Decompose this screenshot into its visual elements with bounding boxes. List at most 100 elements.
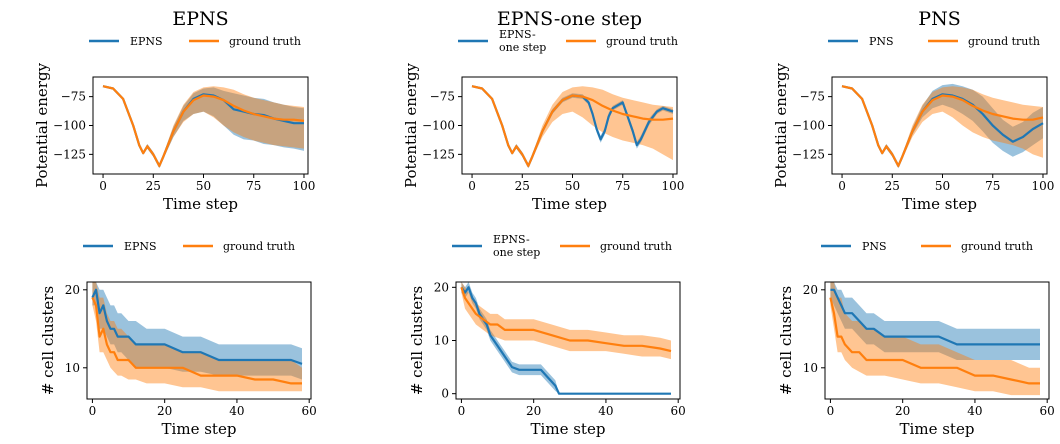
x-tick-label: 50 bbox=[565, 179, 580, 193]
y-tick-label: 20 bbox=[65, 283, 80, 297]
panel-clusters-epns: 0 20 40 60 10 20 Time step # cell clusters EPNS g… bbox=[39, 240, 317, 438]
legend: PNS ground truth bbox=[821, 240, 1033, 253]
y-tick-label: 10 bbox=[803, 361, 818, 375]
y-axis-label: Potential energy bbox=[772, 62, 790, 188]
y-tick-label: −125 bbox=[53, 147, 86, 161]
legend-label-truth: ground truth bbox=[961, 240, 1033, 253]
legend: EPNS-one step ground truth bbox=[452, 233, 672, 259]
x-tick-label: 50 bbox=[935, 179, 950, 193]
x-tick-label: 60 bbox=[302, 404, 317, 418]
panel-clusters-onestep: 0 20 40 60 0 10 20 Time step # cell clusters EPNS… bbox=[408, 233, 686, 438]
x-axis-label: Time step bbox=[902, 195, 977, 213]
x-tick-label: 75 bbox=[246, 179, 261, 193]
y-tick-label: −75 bbox=[800, 90, 825, 104]
x-tick-label: 20 bbox=[157, 404, 172, 418]
y-axis-label: # cell clusters bbox=[39, 286, 57, 395]
legend-label-truth: ground truth bbox=[223, 240, 295, 253]
uncertainty-band-truth bbox=[472, 86, 673, 169]
series-line-truth bbox=[91, 297, 302, 385]
panel-title: EPNS-one step bbox=[497, 8, 642, 30]
y-tick-label: −125 bbox=[792, 147, 825, 161]
x-tick-label: 100 bbox=[293, 179, 316, 193]
legend-label-model: EPNS- bbox=[493, 233, 530, 246]
x-tick-label: 75 bbox=[985, 179, 1000, 193]
x-tick-label: 20 bbox=[526, 404, 541, 418]
legend-label-model: EPNS- bbox=[499, 28, 536, 41]
uncertainty-band-model bbox=[103, 86, 304, 169]
x-tick-label: 50 bbox=[196, 179, 211, 193]
x-axis-label: Time step bbox=[162, 420, 237, 438]
y-tick-label: −100 bbox=[422, 119, 455, 133]
y-axis-label: Potential energy bbox=[33, 62, 51, 188]
axes-frame bbox=[86, 281, 312, 400]
legend: EPNS ground truth bbox=[89, 35, 301, 48]
y-tick-label: −100 bbox=[792, 119, 825, 133]
y-tick-label: −100 bbox=[53, 119, 86, 133]
legend: PNS ground truth bbox=[828, 35, 1040, 48]
x-axis-label: Time step bbox=[163, 195, 238, 213]
x-tick-label: 0 bbox=[99, 179, 107, 193]
panel-clusters-pns: 0 20 40 60 10 20 Time step # cell clusters PNS gr… bbox=[777, 240, 1055, 438]
x-tick-label: 0 bbox=[458, 404, 466, 418]
x-tick-label: 25 bbox=[885, 179, 900, 193]
x-tick-label: 40 bbox=[229, 404, 244, 418]
legend-label-model: PNS bbox=[862, 240, 887, 253]
legend: EPNS ground truth bbox=[83, 240, 295, 253]
series-line-truth bbox=[471, 85, 674, 167]
y-tick-label: −75 bbox=[430, 90, 455, 104]
uncertainty-band-truth bbox=[103, 86, 304, 169]
y-tick-label: 10 bbox=[434, 334, 449, 348]
uncertainty-band-model bbox=[461, 282, 671, 394]
x-axis-label: Time step bbox=[531, 420, 606, 438]
x-tick-label: 20 bbox=[895, 404, 910, 418]
x-tick-label: 40 bbox=[967, 404, 982, 418]
series-line-model bbox=[91, 288, 303, 365]
x-tick-label: 0 bbox=[89, 404, 97, 418]
legend-label-truth: ground truth bbox=[968, 35, 1040, 48]
uncertainty-band-truth bbox=[830, 282, 1040, 396]
series-line-truth bbox=[102, 85, 305, 167]
uncertainty-band-truth bbox=[92, 282, 303, 392]
x-tick-label: 100 bbox=[662, 179, 685, 193]
y-tick-label: 20 bbox=[803, 283, 818, 297]
legend-label-model: one step bbox=[499, 41, 546, 54]
series-line-model bbox=[460, 286, 671, 395]
series-line-model bbox=[830, 288, 1040, 346]
uncertainty-band-model bbox=[842, 83, 1043, 169]
y-tick-label: −75 bbox=[61, 90, 86, 104]
legend-label-model: EPNS bbox=[124, 240, 157, 253]
uncertainty-band-model bbox=[92, 282, 303, 380]
x-tick-label: 40 bbox=[598, 404, 613, 418]
legend-label-truth: ground truth bbox=[600, 240, 672, 253]
y-tick-label: −125 bbox=[422, 147, 455, 161]
uncertainty-band-model bbox=[830, 282, 1040, 360]
x-axis-label: Time step bbox=[900, 420, 975, 438]
x-tick-label: 25 bbox=[515, 179, 530, 193]
x-tick-label: 75 bbox=[615, 179, 630, 193]
y-tick-label: 20 bbox=[434, 280, 449, 294]
legend: EPNS-one step ground truth bbox=[458, 28, 678, 54]
x-tick-label: 0 bbox=[827, 404, 835, 418]
x-tick-label: 0 bbox=[838, 179, 846, 193]
x-tick-label: 60 bbox=[671, 404, 686, 418]
y-axis-label: # cell clusters bbox=[408, 286, 426, 395]
series-line-truth bbox=[460, 286, 672, 353]
axes-frame bbox=[824, 281, 1050, 400]
legend-label-model: PNS bbox=[869, 35, 894, 48]
x-tick-label: 25 bbox=[146, 179, 161, 193]
y-tick-label: 0 bbox=[441, 387, 449, 401]
x-tick-label: 60 bbox=[1040, 404, 1055, 418]
panel-energy-epns: EPNS 0 25 50 75 100 −75 −100 −125 Time step Potent… bbox=[33, 8, 315, 213]
x-tick-label: 0 bbox=[468, 179, 476, 193]
series-line-truth bbox=[841, 85, 1044, 167]
legend-label-truth: ground truth bbox=[229, 35, 301, 48]
panel-title: PNS bbox=[918, 8, 960, 30]
legend-label-model: one step bbox=[493, 246, 540, 259]
x-tick-label: 100 bbox=[1032, 179, 1055, 193]
panel-energy-pns: PNS 0 25 50 75 100 −75 −100 −125 Time step Potenti… bbox=[772, 8, 1054, 213]
uncertainty-band-truth bbox=[842, 86, 1043, 169]
y-axis-label: # cell clusters bbox=[777, 286, 795, 395]
panel-title: EPNS bbox=[172, 8, 228, 30]
panel-energy-onestep: EPNS-one step 0 25 50 75 100 −75 −100 −125 Time s… bbox=[402, 8, 684, 213]
